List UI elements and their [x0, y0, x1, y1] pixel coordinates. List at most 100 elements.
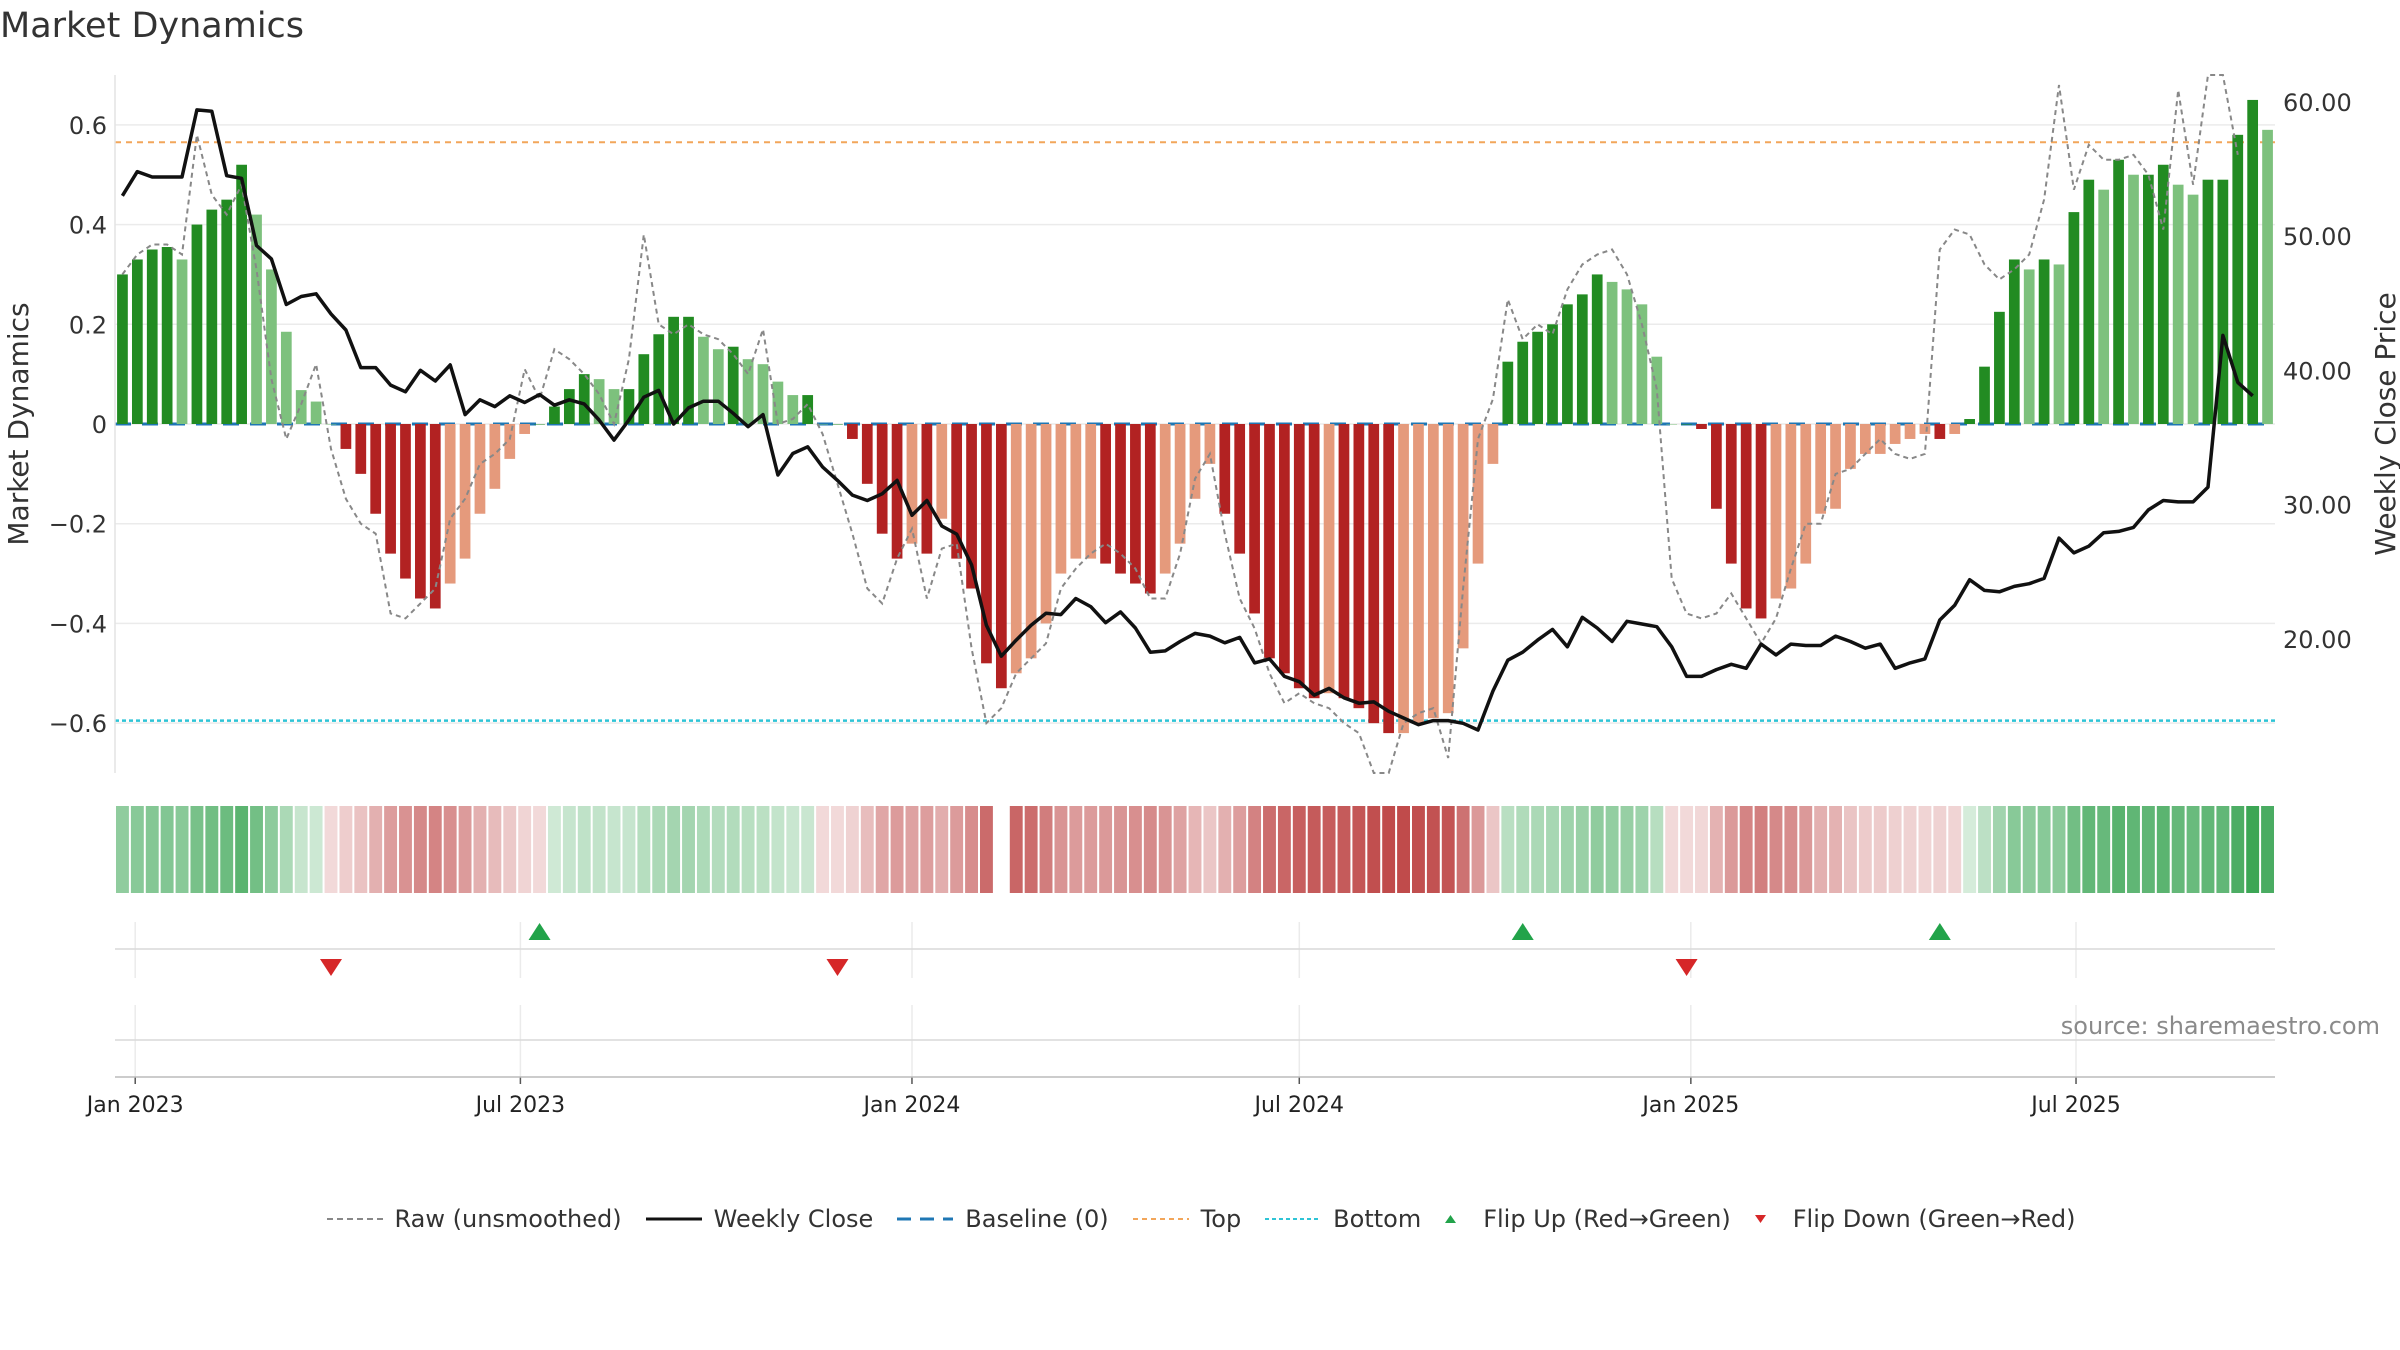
dynamics-bar — [370, 424, 382, 514]
regime-cell — [831, 806, 844, 893]
regime-cell — [1814, 806, 1828, 893]
dynamics-bar — [1457, 424, 1469, 649]
dynamics-bar — [2038, 259, 2050, 424]
regime-cell — [1218, 806, 1232, 893]
dynamics-bar — [1666, 424, 1678, 425]
regime-cell — [175, 806, 189, 893]
regime-cell — [1441, 806, 1455, 893]
regime-cell — [339, 806, 353, 893]
regime-cell — [1590, 806, 1604, 893]
dynamics-bar — [1368, 424, 1380, 724]
y-tick-label: −0.4 — [49, 610, 107, 638]
dynamics-bar — [966, 424, 977, 589]
regime-cell — [1650, 806, 1664, 893]
dynamics-bar — [1919, 424, 1931, 434]
dynamics-bar — [861, 424, 873, 484]
regime-cell — [1486, 806, 1500, 893]
regime-cell — [1322, 806, 1336, 893]
regime-cell — [1084, 806, 1098, 893]
regime-cell — [1948, 806, 1962, 893]
dynamics-bar — [563, 389, 575, 424]
y2-tick-label: 30.00 — [2283, 492, 2352, 520]
y-tick-label: 0.4 — [69, 212, 107, 240]
regime-cell — [1799, 806, 1813, 893]
regime-cell — [2082, 806, 2096, 893]
dynamics-bar — [1606, 281, 1618, 424]
dynamics-bar — [1785, 424, 1797, 589]
regime-cell — [1695, 806, 1708, 893]
dynamics-bar — [489, 424, 501, 489]
source-note: source: sharemaestro.com — [2060, 1012, 2380, 1040]
dynamics-bar — [1532, 331, 1543, 424]
dynamics-bar — [653, 334, 665, 424]
dynamics-bar — [429, 424, 441, 609]
regime-cell — [1009, 806, 1023, 893]
regime-cell — [1635, 806, 1649, 893]
dynamics-bar — [1859, 424, 1871, 454]
regime-cell — [1724, 806, 1738, 893]
regime-cell — [577, 806, 591, 893]
regime-cell — [354, 806, 368, 893]
dynamics-bar — [2023, 269, 2035, 424]
regime-cell — [2097, 806, 2111, 893]
regime-cell — [801, 806, 815, 893]
regime-cell — [860, 806, 874, 893]
dynamics-bar — [1383, 424, 1395, 734]
legend: Raw (unsmoothed) Weekly Close Baseline (… — [0, 1205, 2400, 1233]
regime-cell — [1024, 806, 1038, 893]
x-tick-label: Jul 2025 — [2029, 1093, 2121, 1118]
dynamics-bar — [1755, 424, 1767, 619]
dynamics-bar — [504, 424, 516, 459]
axes — [114, 75, 2275, 1078]
regime-cell — [1620, 806, 1634, 893]
dynamics-bar — [683, 316, 694, 424]
dynamics-bar — [2008, 259, 2020, 424]
regime-cell — [2156, 806, 2170, 893]
flip-up-marker — [528, 923, 551, 940]
regime-cell — [428, 806, 442, 893]
dynamics-bar — [1800, 424, 1812, 564]
dynamics-bar — [1219, 424, 1231, 514]
dynamics-bar — [698, 336, 709, 424]
y-tick-label: −0.2 — [49, 511, 107, 539]
dynamics-bar — [1815, 424, 1827, 514]
dynamics-bar — [2187, 194, 2199, 424]
regime-cell — [667, 806, 681, 893]
dynamics-bar — [221, 199, 233, 424]
legend-key-close — [645, 1217, 702, 1221]
dynamics-bar — [1338, 424, 1350, 699]
dynamics-bar — [638, 354, 650, 424]
dynamics-bar — [1964, 419, 1975, 424]
dynamics-bar — [1576, 294, 1588, 424]
regime-cell — [950, 806, 964, 893]
dynamics-bar — [1994, 311, 2005, 424]
regime-cell — [2171, 806, 2185, 893]
dynamics-bar — [1636, 304, 1648, 424]
dynamics-bar — [355, 424, 367, 474]
regime-cell — [965, 806, 978, 893]
dynamics-bar — [1398, 424, 1409, 734]
regime-cell — [309, 806, 323, 893]
y-tick-label: 0 — [92, 411, 107, 439]
dynamics-bar — [266, 269, 277, 424]
dynamics-bar — [474, 424, 486, 514]
dynamics-bar — [593, 379, 605, 424]
dynamics-bar — [1949, 424, 1961, 434]
dynamics-bar — [1427, 424, 1439, 719]
regime-cell — [1069, 806, 1083, 893]
regime-cell — [2246, 806, 2260, 893]
flip-up-marker — [1928, 923, 1951, 940]
regime-cell — [652, 806, 666, 893]
dynamics-bar — [847, 424, 858, 439]
regime-cell — [145, 806, 159, 893]
regime-cell — [1248, 806, 1262, 893]
regime-cell — [592, 806, 606, 893]
legend-item-raw: Raw (unsmoothed) — [325, 1205, 622, 1233]
dynamics-bar — [1070, 424, 1082, 559]
regime-cell — [1233, 806, 1247, 893]
regime-cell — [473, 806, 487, 893]
regime-cell — [205, 806, 219, 893]
dynamics-bar — [1204, 424, 1216, 464]
dynamics-bar — [206, 209, 218, 424]
regime-cell — [2052, 806, 2066, 893]
